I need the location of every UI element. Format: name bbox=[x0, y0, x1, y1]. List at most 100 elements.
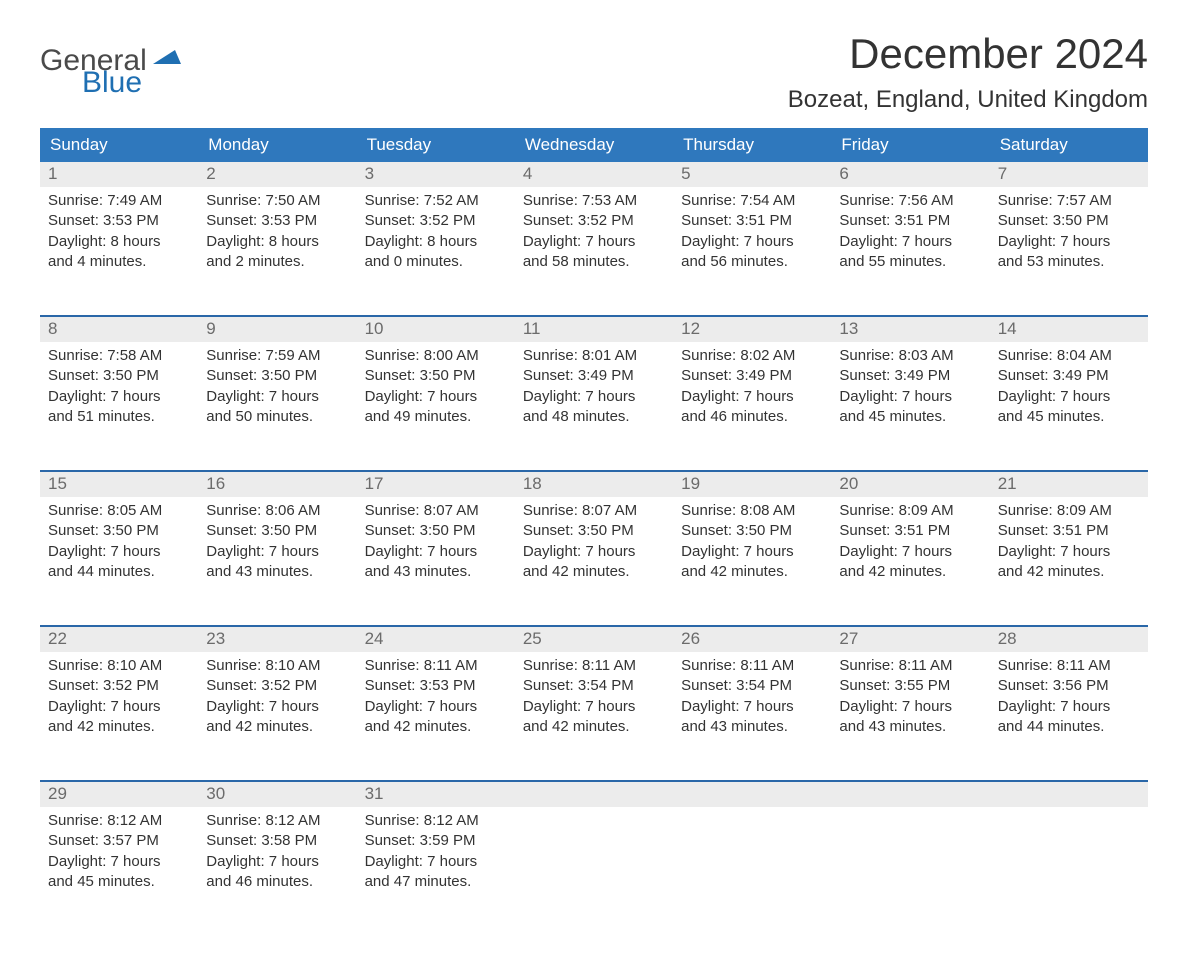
sunrise-line: Sunrise: 8:12 AM bbox=[48, 811, 190, 831]
sunset-line: Sunset: 3:54 PM bbox=[681, 676, 823, 696]
day-data: Sunrise: 8:07 AMSunset: 3:50 PMDaylight:… bbox=[357, 497, 515, 590]
sunrise-line: Sunrise: 8:08 AM bbox=[681, 501, 823, 521]
day-data: Sunrise: 8:11 AMSunset: 3:53 PMDaylight:… bbox=[357, 652, 515, 745]
daylight-line-2: and 2 minutes. bbox=[206, 252, 348, 272]
sunset-line: Sunset: 3:56 PM bbox=[998, 676, 1140, 696]
day-number: 7 bbox=[990, 162, 1148, 187]
daylight-line-1: Daylight: 7 hours bbox=[839, 387, 981, 407]
day-cell: Sunrise: 8:11 AMSunset: 3:53 PMDaylight:… bbox=[357, 652, 515, 780]
day-cell bbox=[831, 807, 989, 935]
header: General Blue December 2024 Bozeat, Engla… bbox=[40, 30, 1148, 114]
day-data-row: Sunrise: 8:05 AMSunset: 3:50 PMDaylight:… bbox=[40, 497, 1148, 625]
day-number: 3 bbox=[357, 162, 515, 187]
sunrise-line: Sunrise: 8:03 AM bbox=[839, 346, 981, 366]
day-header-row: SundayMondayTuesdayWednesdayThursdayFrid… bbox=[40, 128, 1148, 162]
daylight-line-1: Daylight: 8 hours bbox=[206, 232, 348, 252]
sunrise-line: Sunrise: 8:04 AM bbox=[998, 346, 1140, 366]
day-number bbox=[673, 782, 831, 807]
day-cell: Sunrise: 8:05 AMSunset: 3:50 PMDaylight:… bbox=[40, 497, 198, 625]
daylight-line-2: and 42 minutes. bbox=[839, 562, 981, 582]
daylight-line-2: and 42 minutes. bbox=[206, 717, 348, 737]
daylight-line-2: and 43 minutes. bbox=[839, 717, 981, 737]
day-cell: Sunrise: 8:11 AMSunset: 3:54 PMDaylight:… bbox=[515, 652, 673, 780]
daylight-line-2: and 48 minutes. bbox=[523, 407, 665, 427]
sunset-line: Sunset: 3:57 PM bbox=[48, 831, 190, 851]
daylight-line-2: and 42 minutes. bbox=[48, 717, 190, 737]
day-data: Sunrise: 8:10 AMSunset: 3:52 PMDaylight:… bbox=[40, 652, 198, 745]
sunset-line: Sunset: 3:52 PM bbox=[365, 211, 507, 231]
day-data-row: Sunrise: 7:58 AMSunset: 3:50 PMDaylight:… bbox=[40, 342, 1148, 470]
sunset-line: Sunset: 3:53 PM bbox=[365, 676, 507, 696]
sunrise-line: Sunrise: 8:06 AM bbox=[206, 501, 348, 521]
daylight-line-2: and 45 minutes. bbox=[839, 407, 981, 427]
day-cell: Sunrise: 7:52 AMSunset: 3:52 PMDaylight:… bbox=[357, 187, 515, 315]
day-cell: Sunrise: 8:12 AMSunset: 3:58 PMDaylight:… bbox=[198, 807, 356, 935]
daylight-line-1: Daylight: 7 hours bbox=[365, 697, 507, 717]
day-number: 1 bbox=[40, 162, 198, 187]
daylight-line-2: and 55 minutes. bbox=[839, 252, 981, 272]
day-data-row: Sunrise: 8:10 AMSunset: 3:52 PMDaylight:… bbox=[40, 652, 1148, 780]
daylight-line-1: Daylight: 7 hours bbox=[523, 232, 665, 252]
sunrise-line: Sunrise: 7:57 AM bbox=[998, 191, 1140, 211]
day-header-saturday: Saturday bbox=[990, 128, 1148, 162]
day-data: Sunrise: 7:57 AMSunset: 3:50 PMDaylight:… bbox=[990, 187, 1148, 280]
sunrise-line: Sunrise: 8:11 AM bbox=[681, 656, 823, 676]
sunset-line: Sunset: 3:49 PM bbox=[681, 366, 823, 386]
sunrise-line: Sunrise: 8:00 AM bbox=[365, 346, 507, 366]
day-number: 8 bbox=[40, 317, 198, 342]
daylight-line-2: and 42 minutes. bbox=[681, 562, 823, 582]
day-number: 5 bbox=[673, 162, 831, 187]
sunrise-line: Sunrise: 7:53 AM bbox=[523, 191, 665, 211]
day-number-strip: 293031 bbox=[40, 782, 1148, 807]
day-number: 18 bbox=[515, 472, 673, 497]
sunrise-line: Sunrise: 7:50 AM bbox=[206, 191, 348, 211]
day-cell: Sunrise: 8:11 AMSunset: 3:54 PMDaylight:… bbox=[673, 652, 831, 780]
day-number: 12 bbox=[673, 317, 831, 342]
day-cell: Sunrise: 8:12 AMSunset: 3:59 PMDaylight:… bbox=[357, 807, 515, 935]
sunrise-line: Sunrise: 7:52 AM bbox=[365, 191, 507, 211]
daylight-line-2: and 50 minutes. bbox=[206, 407, 348, 427]
daylight-line-2: and 47 minutes. bbox=[365, 872, 507, 892]
daylight-line-2: and 44 minutes. bbox=[48, 562, 190, 582]
day-data: Sunrise: 8:12 AMSunset: 3:57 PMDaylight:… bbox=[40, 807, 198, 900]
daylight-line-1: Daylight: 7 hours bbox=[48, 542, 190, 562]
sunrise-line: Sunrise: 8:05 AM bbox=[48, 501, 190, 521]
sunset-line: Sunset: 3:49 PM bbox=[839, 366, 981, 386]
day-cell bbox=[673, 807, 831, 935]
day-cell: Sunrise: 8:12 AMSunset: 3:57 PMDaylight:… bbox=[40, 807, 198, 935]
sunset-line: Sunset: 3:50 PM bbox=[998, 211, 1140, 231]
day-cell bbox=[990, 807, 1148, 935]
daylight-line-1: Daylight: 7 hours bbox=[998, 232, 1140, 252]
daylight-line-1: Daylight: 7 hours bbox=[48, 387, 190, 407]
day-cell bbox=[515, 807, 673, 935]
daylight-line-1: Daylight: 7 hours bbox=[48, 852, 190, 872]
sunset-line: Sunset: 3:51 PM bbox=[839, 211, 981, 231]
sunset-line: Sunset: 3:58 PM bbox=[206, 831, 348, 851]
day-number-strip: 22232425262728 bbox=[40, 627, 1148, 652]
day-header-sunday: Sunday bbox=[40, 128, 198, 162]
day-cell: Sunrise: 7:50 AMSunset: 3:53 PMDaylight:… bbox=[198, 187, 356, 315]
sunset-line: Sunset: 3:50 PM bbox=[365, 366, 507, 386]
day-cell: Sunrise: 8:09 AMSunset: 3:51 PMDaylight:… bbox=[831, 497, 989, 625]
daylight-line-2: and 45 minutes. bbox=[998, 407, 1140, 427]
daylight-line-1: Daylight: 7 hours bbox=[523, 697, 665, 717]
day-data: Sunrise: 8:11 AMSunset: 3:54 PMDaylight:… bbox=[515, 652, 673, 745]
sunrise-line: Sunrise: 8:11 AM bbox=[365, 656, 507, 676]
day-data: Sunrise: 7:56 AMSunset: 3:51 PMDaylight:… bbox=[831, 187, 989, 280]
day-data: Sunrise: 8:12 AMSunset: 3:58 PMDaylight:… bbox=[198, 807, 356, 900]
sunrise-line: Sunrise: 7:59 AM bbox=[206, 346, 348, 366]
sunset-line: Sunset: 3:50 PM bbox=[681, 521, 823, 541]
day-data: Sunrise: 8:04 AMSunset: 3:49 PMDaylight:… bbox=[990, 342, 1148, 435]
sunset-line: Sunset: 3:50 PM bbox=[48, 521, 190, 541]
daylight-line-1: Daylight: 7 hours bbox=[48, 697, 190, 717]
day-data: Sunrise: 8:06 AMSunset: 3:50 PMDaylight:… bbox=[198, 497, 356, 590]
daylight-line-1: Daylight: 7 hours bbox=[206, 852, 348, 872]
day-data: Sunrise: 7:59 AMSunset: 3:50 PMDaylight:… bbox=[198, 342, 356, 435]
day-data: Sunrise: 8:11 AMSunset: 3:55 PMDaylight:… bbox=[831, 652, 989, 745]
daylight-line-1: Daylight: 7 hours bbox=[998, 387, 1140, 407]
sunset-line: Sunset: 3:50 PM bbox=[206, 366, 348, 386]
logo-word-blue: Blue bbox=[82, 70, 181, 96]
daylight-line-1: Daylight: 7 hours bbox=[206, 542, 348, 562]
month-title: December 2024 bbox=[788, 30, 1148, 78]
day-cell: Sunrise: 8:01 AMSunset: 3:49 PMDaylight:… bbox=[515, 342, 673, 470]
